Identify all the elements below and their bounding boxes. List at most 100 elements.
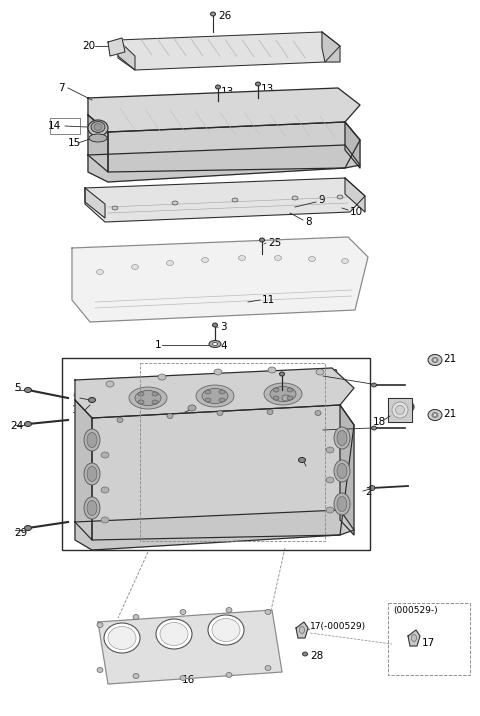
Ellipse shape [94,123,102,130]
Ellipse shape [156,619,192,649]
Ellipse shape [208,615,244,645]
Polygon shape [88,88,360,132]
Text: 10: 10 [350,207,363,217]
Ellipse shape [432,412,438,417]
Text: 6: 6 [72,391,79,401]
Ellipse shape [255,82,261,86]
Bar [140,363,325,541]
Ellipse shape [411,634,417,642]
Ellipse shape [292,196,298,200]
Ellipse shape [326,447,334,453]
Ellipse shape [108,626,136,649]
Polygon shape [388,398,412,422]
Ellipse shape [341,258,348,263]
Ellipse shape [334,427,350,449]
Ellipse shape [205,398,211,402]
Text: 30: 30 [178,408,191,418]
Polygon shape [85,178,365,222]
Polygon shape [408,630,420,646]
Ellipse shape [315,410,321,415]
Ellipse shape [226,672,232,677]
Ellipse shape [214,369,222,375]
Polygon shape [345,178,365,212]
Ellipse shape [101,487,109,493]
Ellipse shape [129,387,167,409]
Ellipse shape [337,195,343,199]
Text: 3: 3 [220,322,227,332]
Ellipse shape [24,387,32,392]
Ellipse shape [87,432,97,448]
Polygon shape [75,368,354,418]
Ellipse shape [209,341,221,347]
Ellipse shape [152,392,158,396]
Ellipse shape [432,357,438,362]
Ellipse shape [188,405,196,411]
Ellipse shape [117,417,123,422]
Text: 21: 21 [443,409,456,419]
Ellipse shape [219,390,225,394]
Ellipse shape [226,607,232,612]
Ellipse shape [104,623,140,653]
Ellipse shape [260,238,264,242]
Polygon shape [118,32,340,70]
Ellipse shape [133,674,139,679]
Text: 22: 22 [286,372,299,382]
Ellipse shape [239,256,245,261]
Text: (000529-): (000529-) [393,606,438,616]
Ellipse shape [91,122,105,132]
Ellipse shape [172,201,178,205]
Ellipse shape [392,402,408,418]
Text: 31: 31 [290,395,303,405]
Text: 6: 6 [308,453,314,463]
Ellipse shape [282,395,290,401]
Polygon shape [75,510,354,550]
Ellipse shape [372,383,376,387]
Ellipse shape [88,397,96,402]
Text: 27: 27 [308,463,321,473]
Text: 17: 17 [422,638,435,648]
Ellipse shape [101,452,109,458]
Text: 4: 4 [220,341,227,351]
Polygon shape [85,188,105,218]
Text: 21: 21 [443,354,456,364]
Ellipse shape [138,400,144,404]
Text: 20: 20 [82,41,95,51]
Ellipse shape [133,614,139,619]
Ellipse shape [287,388,293,392]
Ellipse shape [89,134,107,142]
Ellipse shape [212,619,240,642]
Ellipse shape [316,369,324,375]
Polygon shape [72,237,368,322]
Polygon shape [345,122,360,168]
Ellipse shape [275,256,281,261]
Text: 13: 13 [261,84,274,94]
Ellipse shape [97,667,103,672]
Text: 17(-000529): 17(-000529) [310,622,366,632]
Ellipse shape [112,206,118,210]
Ellipse shape [180,609,186,614]
Text: 28: 28 [310,651,323,661]
Ellipse shape [264,383,302,405]
Ellipse shape [213,342,217,346]
Text: 15: 15 [68,138,81,148]
Polygon shape [118,40,135,70]
Polygon shape [108,122,360,172]
Ellipse shape [24,422,32,427]
Ellipse shape [337,496,347,511]
Ellipse shape [160,622,188,646]
Ellipse shape [202,389,228,404]
Ellipse shape [302,652,308,656]
Ellipse shape [217,410,223,415]
Text: 8: 8 [305,217,312,227]
Text: 18: 18 [373,417,386,427]
Ellipse shape [167,261,173,266]
Ellipse shape [268,367,276,373]
Ellipse shape [219,398,225,402]
Ellipse shape [265,665,271,670]
Ellipse shape [87,467,97,481]
Ellipse shape [135,390,161,405]
Polygon shape [296,622,308,638]
Ellipse shape [273,388,279,392]
Ellipse shape [213,323,217,327]
Ellipse shape [97,622,103,627]
